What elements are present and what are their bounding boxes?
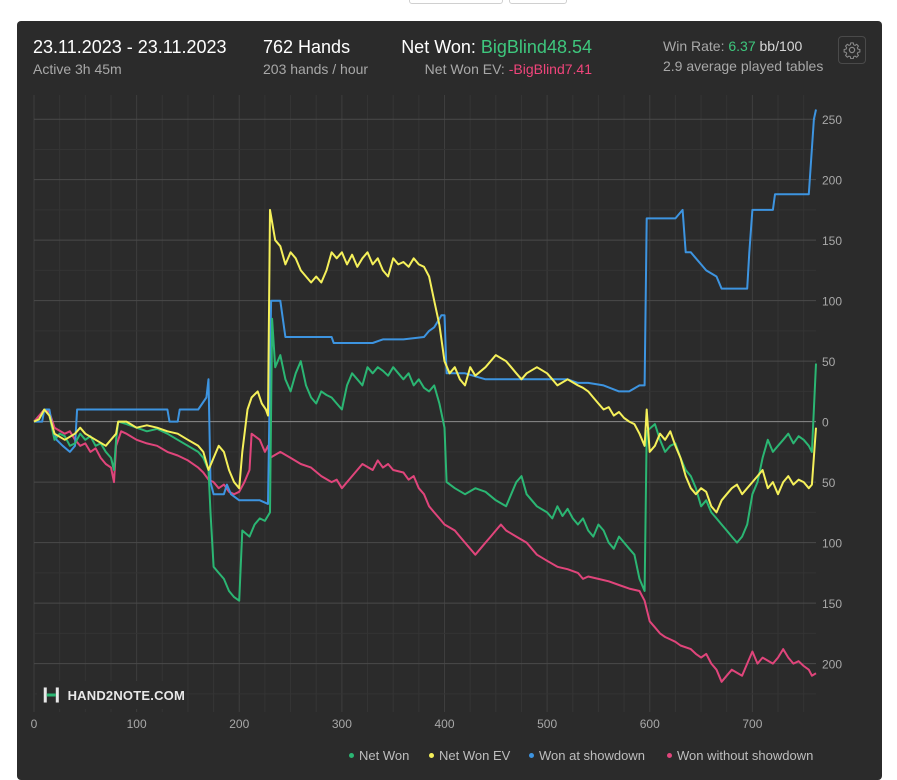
date-range: 23.11.2023 - 23.11.2023 xyxy=(33,37,227,57)
win-rate-value: 6.37 xyxy=(728,38,756,54)
y-tick-label: 150 xyxy=(822,234,842,248)
net-won-ev-label: Net Won EV: xyxy=(424,61,505,77)
net-won-label: Net Won: xyxy=(401,37,476,57)
net-won-dot-icon xyxy=(349,753,354,758)
legend-net-won[interactable]: Net Won xyxy=(349,748,409,763)
gear-icon xyxy=(843,42,861,59)
y-tick-label: 250 xyxy=(822,113,842,127)
hand2note-logo-icon xyxy=(43,687,59,703)
active-time: Active 3h 45m xyxy=(33,61,122,77)
hands-count: 762 Hands xyxy=(263,37,351,57)
x-tick-label: 0 xyxy=(31,717,38,731)
y-tick-label: 50 xyxy=(822,476,836,490)
average-tables: 2.9 average played tables xyxy=(663,58,824,74)
y-tick-label: 100 xyxy=(822,537,842,551)
showdown-dot-icon xyxy=(529,753,534,758)
y-tick-label: 200 xyxy=(822,174,842,188)
hands-per-hour: 203 hands / hour xyxy=(263,61,369,77)
net-won: Net Won: BigBlind48.54 xyxy=(401,37,592,58)
hand2note-logo-text: HAND2NOTE.COM xyxy=(67,687,185,703)
graph-panel xyxy=(17,21,882,780)
top-toolbar-button-b[interactable] xyxy=(509,0,567,4)
y-tick-label: 100 xyxy=(822,295,842,309)
no-showdown-dot-icon xyxy=(667,753,672,758)
x-tick-label: 200 xyxy=(229,717,249,731)
hand2note-logo: HAND2NOTE.COM xyxy=(37,681,185,709)
x-tick-label: 600 xyxy=(640,717,660,731)
won-at-showdown-line xyxy=(34,109,817,505)
top-toolbar-button-a[interactable] xyxy=(409,0,503,4)
x-tick-label: 400 xyxy=(434,717,454,731)
net-won-ev: Net Won EV: -BigBlind7.41 xyxy=(425,61,592,77)
net-won-ev-value: -BigBlind7.41 xyxy=(508,61,592,77)
y-tick-label: 0 xyxy=(822,416,829,430)
net-won-ev-line xyxy=(33,208,817,514)
won-without-showdown-line xyxy=(33,408,817,683)
x-tick-label: 300 xyxy=(332,717,352,731)
y-tick-label: 200 xyxy=(822,658,842,672)
legend-won-without-showdown-label: Won without showdown xyxy=(677,748,814,763)
net-won-ev-dot-icon xyxy=(429,753,434,758)
legend-net-won-ev[interactable]: Net Won EV xyxy=(429,748,510,763)
win-rate-unit: bb/100 xyxy=(759,38,803,54)
legend-net-won-ev-label: Net Won EV xyxy=(439,748,511,763)
net-won-value: BigBlind48.54 xyxy=(480,37,592,57)
legend-net-won-label: Net Won xyxy=(359,748,410,763)
x-tick-label: 700 xyxy=(742,717,762,731)
win-rate-label: Win Rate: xyxy=(663,38,725,54)
y-tick-label: 150 xyxy=(822,597,842,611)
legend-won-at-showdown-label: Won at showdown xyxy=(539,748,645,763)
net-won-line xyxy=(33,317,817,602)
x-tick-label: 500 xyxy=(537,717,557,731)
legend-won-at-showdown[interactable]: Won at showdown xyxy=(529,748,645,763)
win-rate: Win Rate: 6.37 bb/100 xyxy=(663,38,802,54)
x-tick-label: 100 xyxy=(127,717,147,731)
settings-gear-button[interactable] xyxy=(838,36,866,64)
y-tick-label: 50 xyxy=(822,355,836,369)
legend-won-without-showdown[interactable]: Won without showdown xyxy=(667,748,813,763)
